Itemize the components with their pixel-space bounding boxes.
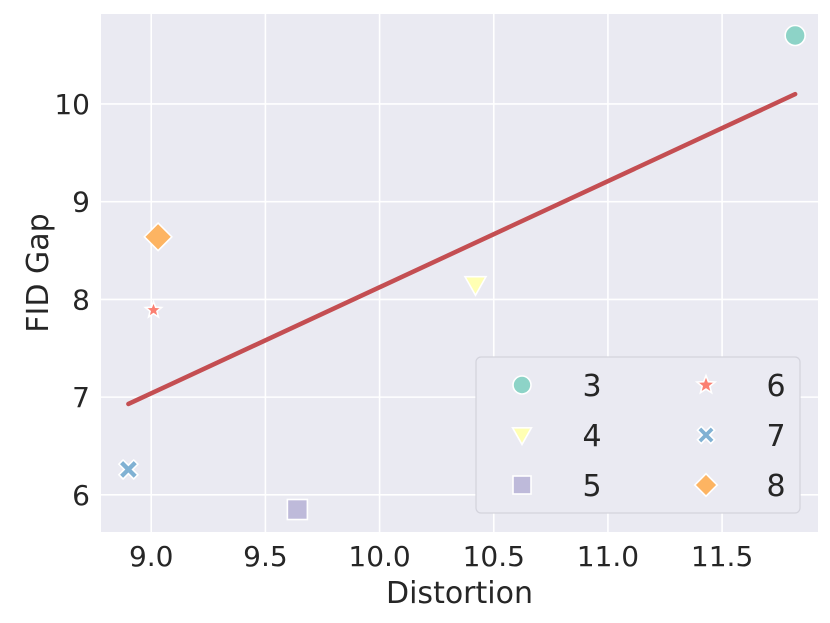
x-tick-label: 11.5: [691, 540, 753, 573]
legend-marker-7: [696, 425, 716, 445]
legend-marker-3: [512, 375, 532, 395]
legend-marker-8: [693, 472, 719, 498]
legend: 3 4 5 6 7 8: [475, 356, 801, 514]
data-point-6: [143, 299, 164, 319]
y-tick-label: 6: [72, 479, 90, 512]
trend-line-group: [126, 91, 798, 407]
y-tick-label: 9: [72, 186, 90, 219]
x-tick-label: 9.0: [129, 540, 174, 573]
data-points: [117, 24, 806, 521]
trend-line: [126, 91, 798, 407]
legend-label-6: 6: [766, 369, 785, 404]
legend-label-3: 3: [582, 369, 601, 404]
legend-marker-5: [512, 475, 532, 495]
y-tick-label: 10: [54, 88, 90, 121]
data-point-8: [143, 221, 173, 252]
grid: [101, 14, 818, 532]
x-tick-label: 9.5: [243, 540, 288, 573]
y-axis: 6 7 8 9 10: [54, 88, 90, 512]
x-axis: 9.0 9.5 10.0 10.5 11.0 11.5: [129, 540, 753, 573]
legend-box: [475, 356, 801, 514]
x-axis-title: Distortion: [386, 576, 533, 611]
legend-marker-6: [694, 373, 718, 395]
y-tick-label: 8: [72, 283, 90, 316]
data-point-3: [784, 24, 806, 47]
legend-label-4: 4: [582, 419, 601, 454]
data-point-4: [463, 275, 488, 297]
legend-label-7: 7: [766, 419, 785, 454]
data-point-7: [117, 458, 140, 481]
legend-label-5: 5: [582, 469, 601, 504]
y-axis-title: FID Gap: [21, 213, 56, 332]
x-tick-label: 11.0: [577, 540, 639, 573]
x-tick-label: 10.0: [348, 540, 410, 573]
y-tick-label: 7: [72, 381, 90, 414]
x-tick-label: 10.5: [463, 540, 525, 573]
legend-label-8: 8: [766, 469, 785, 504]
legend-marker-4: [511, 426, 533, 447]
data-point-5: [286, 498, 309, 521]
